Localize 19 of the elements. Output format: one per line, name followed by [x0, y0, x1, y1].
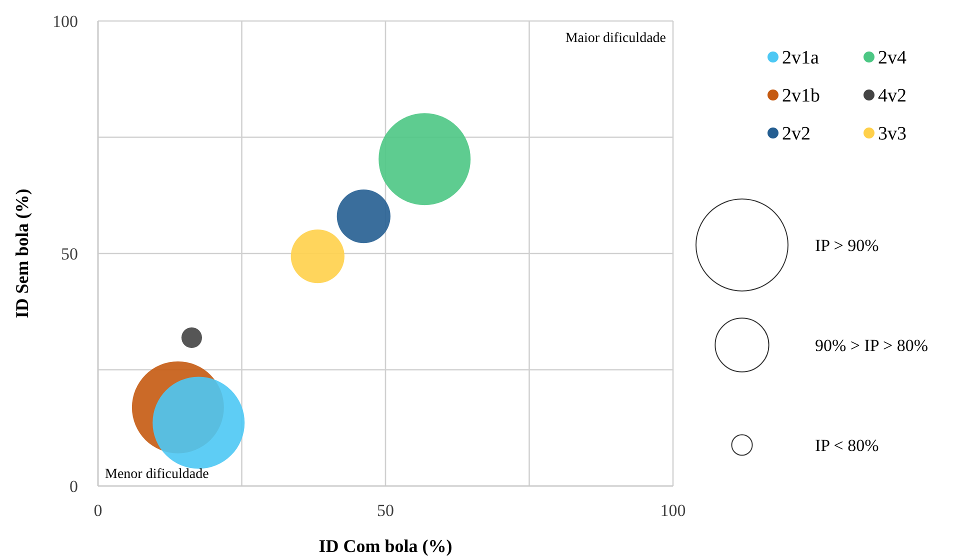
y-axis-title: ID Sem bola (%) [12, 188, 32, 318]
y-tick-label: 50 [61, 244, 78, 264]
y-tick-label: 100 [52, 12, 78, 31]
annotation: Maior dificuldade [565, 31, 666, 46]
x-axis-title: ID Com bola (%) [318, 536, 452, 556]
legend-label: IP < 80% [815, 436, 879, 455]
legend-label: 4v2 [878, 86, 906, 107]
x-tick-label: 100 [660, 501, 686, 520]
legend-label: 3v3 [878, 124, 906, 145]
legend-label: 2v1a [782, 48, 820, 69]
legend-label: IP > 90% [815, 236, 879, 255]
legend-label: 90% > IP > 80% [815, 336, 928, 355]
x-tick-label: 50 [377, 501, 394, 520]
legend-label: 2v4 [878, 48, 907, 69]
legend-label: 2v1b [782, 86, 820, 107]
legend-label: 2v2 [782, 124, 810, 145]
x-tick-label: 0 [94, 501, 102, 520]
annotation: Menor dificuldade [105, 467, 209, 482]
y-tick-label: 0 [70, 476, 78, 496]
